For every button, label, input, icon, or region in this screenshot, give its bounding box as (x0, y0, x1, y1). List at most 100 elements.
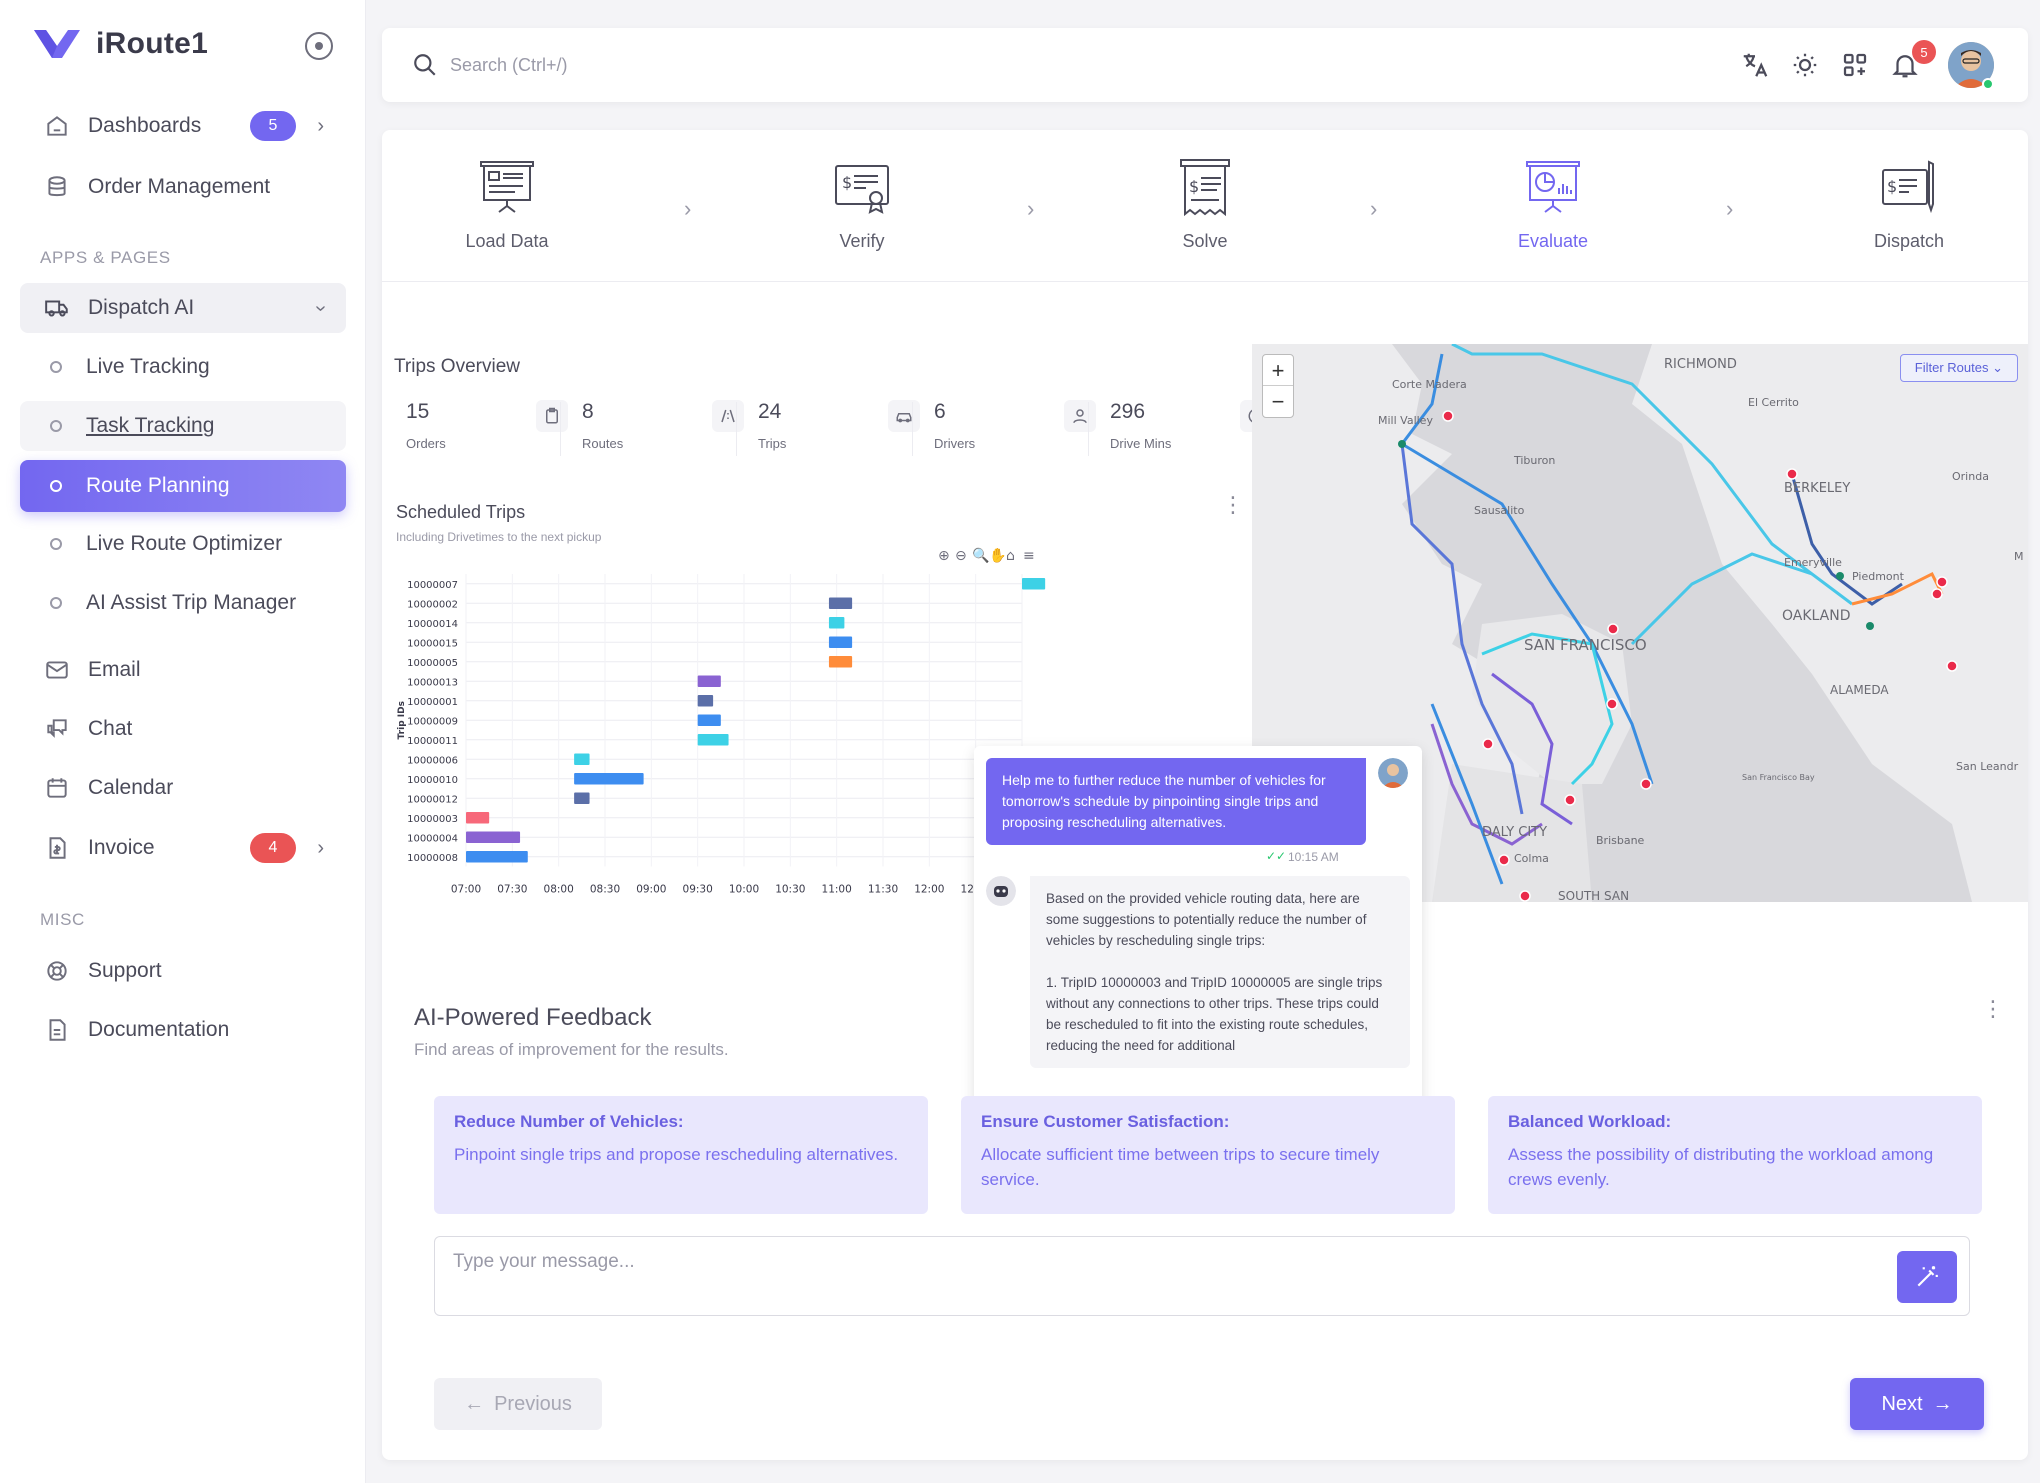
x-tick-label: 10:30 (775, 884, 805, 896)
sidebar-item-task-tracking[interactable]: Task Tracking (20, 401, 346, 451)
road-icon (712, 400, 744, 432)
stat-orders: 15 Orders (406, 400, 574, 460)
circle-icon (50, 480, 62, 492)
feedback-card-title: Reduce Number of Vehicles: (454, 1112, 684, 1131)
sidebar-item-chat[interactable]: Chat (20, 704, 346, 754)
chevron-right-icon: › (684, 196, 692, 221)
sidebar-item-support[interactable]: Support (20, 946, 346, 996)
x-tick-label: 11:00 (822, 884, 852, 896)
zoom-in-button[interactable]: + (1263, 355, 1293, 386)
message-box (434, 1236, 1970, 1316)
arrow-right-icon: → (1932, 1392, 1953, 1415)
filter-routes-button[interactable]: Filter Routes ⌄ (1899, 354, 2018, 382)
stat-divider (560, 402, 561, 456)
circle-icon (50, 361, 62, 373)
sun-icon[interactable] (1790, 50, 1820, 80)
sidebar-item-calendar[interactable]: Calendar (20, 763, 346, 813)
message-input[interactable] (453, 1247, 1853, 1277)
gantt-bar (1022, 578, 1046, 590)
y-tick-label: 10000012 (407, 794, 458, 805)
stat-label: Orders (406, 436, 446, 451)
sidebar-item-documentation[interactable]: Documentation (20, 1005, 346, 1055)
zoom-in-icon[interactable]: ⊕ (938, 548, 950, 564)
map-label: SOUTH SAN (1558, 889, 1629, 902)
sidebar-item-dashboards[interactable]: Dashboards 5 › (20, 101, 346, 151)
y-tick-label: 10000010 (407, 775, 458, 786)
menu-icon[interactable]: ≡ (1023, 548, 1035, 564)
step-evaluate[interactable]: Evaluate (1473, 156, 1633, 252)
step-label: Dispatch (1873, 231, 1945, 251)
feedback-card-workload[interactable]: Balanced Workload: Assess the possibilit… (1488, 1096, 1982, 1214)
map-label: Emeryville (1784, 556, 1842, 569)
step-verify[interactable]: $ Verify (782, 156, 942, 252)
online-status-dot (1982, 78, 1994, 90)
previous-button[interactable]: ← Previous (434, 1378, 602, 1430)
gantt-bar (828, 597, 853, 609)
sidebar: iRoute1 Dashboards 5 › Order Management … (0, 0, 366, 1483)
feedback-card-desc: Pinpoint single trips and propose resche… (454, 1145, 899, 1164)
step-label: Verify (839, 231, 885, 251)
magnify-icon[interactable]: 🔍 (972, 546, 989, 564)
feedback-card-satisfaction[interactable]: Ensure Customer Satisfaction: Allocate s… (961, 1096, 1455, 1214)
map-label: RICHMOND (1664, 357, 1737, 372)
next-label: Next (1881, 1392, 1923, 1415)
brand[interactable]: iRoute1 (32, 26, 208, 62)
document-icon (44, 1017, 70, 1043)
sidebar-item-route-planning[interactable]: Route Planning (20, 460, 346, 512)
avatar[interactable] (1948, 42, 1994, 88)
map-label: ALAMEDA (1830, 683, 1889, 697)
step-solve[interactable]: $ Solve (1125, 156, 1285, 252)
zoom-out-icon[interactable]: ⊖ (955, 548, 967, 564)
sidebar-item-invoice[interactable]: Invoice 4 › (20, 823, 346, 873)
sidebar-item-dispatch-ai[interactable]: Dispatch AI › (20, 283, 346, 333)
search-input[interactable] (450, 48, 950, 82)
sidebar-item-label: Order Management (88, 175, 271, 198)
step-label: Load Data (465, 231, 549, 251)
sidebar-item-live-tracking[interactable]: Live Tracking (20, 342, 346, 392)
presentation-board-icon (480, 161, 534, 213)
stat-value: 8 (582, 400, 594, 423)
sidebar-toggle-icon[interactable] (305, 32, 333, 60)
stat-label: Drivers (934, 436, 976, 451)
sidebar-item-email[interactable]: Email (20, 645, 346, 695)
y-axis-label: Trip IDs (397, 701, 407, 739)
gantt-bar (697, 734, 729, 746)
brand-name: iRoute1 (96, 27, 209, 60)
feedback-card-desc: Allocate sufficient time between trips t… (981, 1145, 1380, 1189)
double-check-icon: ✓✓ (1266, 849, 1287, 863)
translate-icon[interactable] (1740, 50, 1770, 80)
invoice-pen-icon: $ (1882, 160, 1934, 214)
map-label: Sausalito (1474, 504, 1525, 517)
feedback-card-vehicles[interactable]: Reduce Number of Vehicles: Pinpoint sing… (434, 1096, 928, 1214)
more-vertical-icon[interactable]: ⋮ (1222, 492, 1244, 517)
gantt-bar (466, 831, 521, 843)
grid-add-icon[interactable] (1840, 50, 1870, 80)
sidebar-item-order-management[interactable]: Order Management (20, 162, 346, 212)
bell-icon[interactable] (1890, 50, 1920, 80)
gantt-bar (574, 753, 590, 765)
stat-label: Trips (758, 436, 787, 451)
step-label: Solve (1182, 231, 1228, 251)
stat-routes: 8 Routes (582, 400, 750, 460)
zoom-out-button[interactable]: − (1271, 389, 1285, 414)
bot-message: Based on the provided vehicle routing da… (1030, 876, 1410, 1068)
lifebuoy-icon (44, 958, 70, 984)
next-button[interactable]: Next → (1850, 1378, 1984, 1430)
home-icon[interactable]: ⌂ (1006, 548, 1015, 564)
sidebar-item-ai-assist-trip-manager[interactable]: AI Assist Trip Manager (20, 578, 346, 628)
circle-icon (50, 538, 62, 550)
step-load-data[interactable]: Load Data (427, 156, 587, 252)
stat-label: Routes (582, 436, 624, 451)
map-label: Piedmont (1852, 570, 1905, 583)
map-label: San Francisco Bay (1742, 773, 1815, 782)
step-dispatch[interactable]: $ Dispatch (1829, 156, 1989, 252)
magic-wand-button[interactable] (1897, 1251, 1957, 1303)
feedback-title: AI-Powered Feedback (414, 1004, 652, 1031)
mail-icon (44, 657, 70, 683)
feedback-card-title: Balanced Workload: (1508, 1112, 1672, 1131)
y-tick-label: 10000004 (407, 833, 458, 844)
pan-icon[interactable]: ✋ (989, 547, 1006, 564)
previous-label: Previous (494, 1392, 572, 1415)
sidebar-item-live-route-optimizer[interactable]: Live Route Optimizer (20, 519, 346, 569)
more-vertical-icon[interactable]: ⋮ (1982, 996, 2004, 1021)
